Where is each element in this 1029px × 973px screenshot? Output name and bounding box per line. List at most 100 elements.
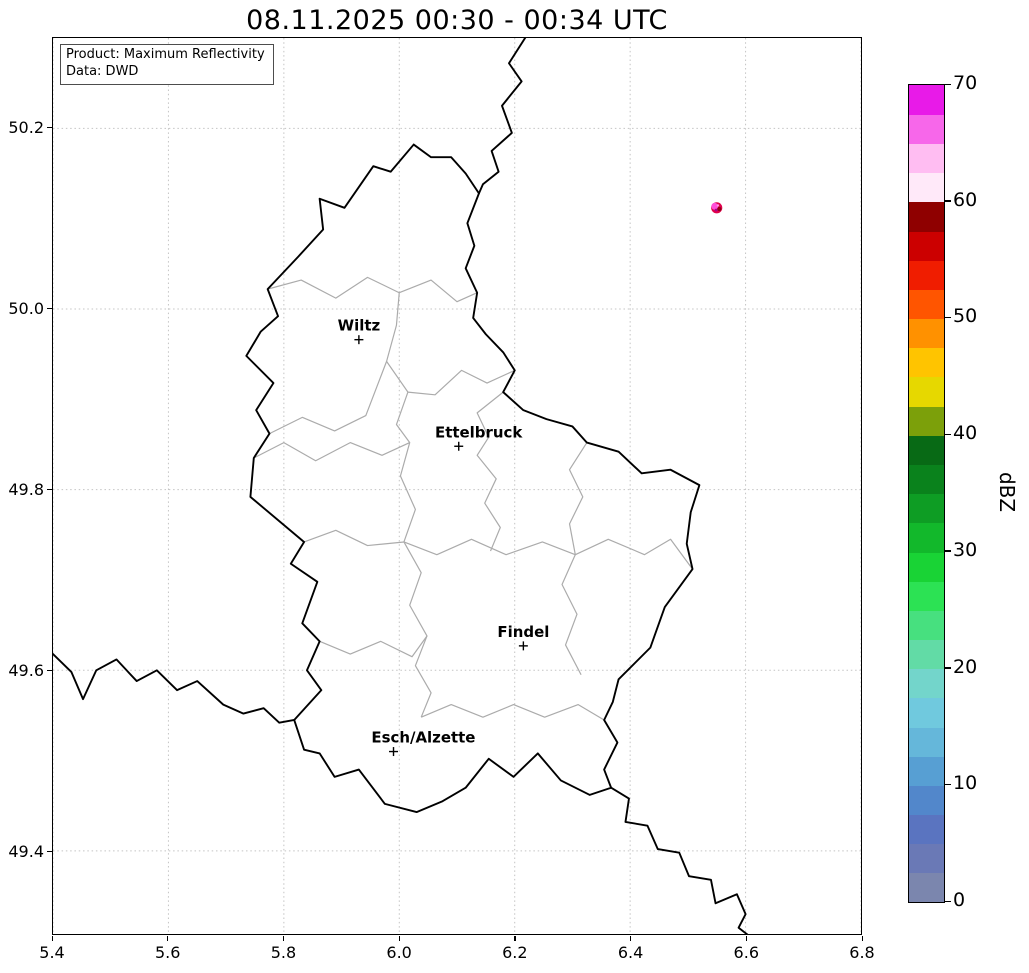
colorbar-tick <box>945 900 951 902</box>
district-border <box>561 554 582 676</box>
district-border <box>253 441 410 462</box>
colorbar-tick-label: 70 <box>953 72 978 94</box>
colorbar-tick-label: 40 <box>953 422 978 445</box>
x-tick-label: 6.8 <box>849 943 875 962</box>
colorbar-band <box>909 610 944 641</box>
colorbar-band <box>909 114 944 145</box>
y-tick <box>47 851 52 853</box>
figure-title: 08.11.2025 00:30 - 00:34 UTC <box>246 5 668 36</box>
colorbar-band <box>909 872 944 902</box>
district-border <box>269 361 388 435</box>
x-tick <box>745 936 747 941</box>
colorbar-band <box>909 814 944 845</box>
legend-source-line: Data: DWD <box>66 63 139 79</box>
district-border <box>403 541 432 718</box>
x-tick-label: 6.6 <box>733 943 760 962</box>
x-tick-label: 5.4 <box>39 943 65 962</box>
y-tick-label: 50.2 <box>8 117 44 137</box>
colorbar-band <box>909 406 944 436</box>
colorbar-band <box>909 668 944 699</box>
colorbar <box>908 84 945 903</box>
x-tick <box>51 936 53 941</box>
colorbar-band <box>909 697 944 728</box>
colorbar-tick <box>945 667 951 669</box>
country-border-luxembourg <box>245 143 701 814</box>
legend-product-line: Product: Maximum Reflectivity <box>66 47 265 62</box>
x-tick-label: 5.6 <box>154 943 181 962</box>
district-border <box>476 391 504 552</box>
y-tick <box>47 127 52 129</box>
colorbar-tick <box>945 550 951 552</box>
x-tick-label: 6.4 <box>617 943 644 962</box>
y-tick <box>47 670 52 672</box>
colorbar-band <box>909 172 944 203</box>
x-tick <box>630 936 632 941</box>
x-tick-label: 6.0 <box>386 943 412 962</box>
district-border <box>267 276 478 303</box>
district-border <box>420 704 605 721</box>
x-tick <box>282 936 285 941</box>
x-tick <box>861 936 863 941</box>
colorbar-band <box>909 726 944 757</box>
x-tick <box>514 936 516 941</box>
colorbar-tick-label: 20 <box>953 655 978 678</box>
city-label: Ettelbruck <box>435 423 523 441</box>
colorbar-band <box>909 230 944 261</box>
city-label: Esch/Alzette <box>371 729 475 747</box>
colorbar-band <box>909 260 944 290</box>
x-tick <box>167 936 169 941</box>
colorbar-band <box>909 522 944 553</box>
colorbar-band <box>909 464 944 495</box>
district-border <box>568 442 588 555</box>
district-border <box>385 292 417 543</box>
y-tick <box>47 308 52 310</box>
radar-echo-cell <box>711 202 719 210</box>
y-tick <box>47 489 52 491</box>
colorbar-unit-label: dBZ <box>995 471 1019 513</box>
city-label: Wiltz <box>338 317 381 335</box>
country-border-france_belgium <box>53 653 296 724</box>
colorbar-band <box>909 581 944 611</box>
district-border <box>303 529 693 570</box>
city-label: Findel <box>497 623 549 641</box>
radar-echo-cell <box>714 208 718 212</box>
colorbar-tick <box>945 200 951 202</box>
colorbar-band <box>909 376 944 407</box>
district-border <box>407 369 516 396</box>
y-tick-label: 50.0 <box>8 298 44 318</box>
district-border <box>319 635 428 658</box>
colorbar-band <box>909 201 944 232</box>
y-tick-label: 49.8 <box>8 479 44 499</box>
x-tick <box>398 936 400 941</box>
colorbar-band <box>909 289 944 320</box>
x-tick-label: 6.2 <box>502 943 528 962</box>
colorbar-tick-label: 0 <box>953 889 966 911</box>
y-tick-label: 49.4 <box>8 841 44 861</box>
colorbar-tick-label: 50 <box>953 305 978 328</box>
colorbar-band <box>909 756 944 786</box>
colorbar-band <box>909 347 944 378</box>
country-border-belgium_germany <box>477 38 527 195</box>
colorbar-tick <box>945 316 951 319</box>
colorbar-tick <box>945 783 951 786</box>
colorbar-band <box>909 785 944 816</box>
country-border-germany_france <box>610 786 749 934</box>
colorbar-tick <box>945 433 951 436</box>
colorbar-band <box>909 639 944 670</box>
colorbar-tick-label: 10 <box>953 772 978 795</box>
legend-box: Product: Maximum Reflectivity Data: DWD <box>60 44 274 85</box>
y-tick-label: 49.6 <box>8 660 44 680</box>
map-canvas: Wiltz Ettelbruck Findel Esch/Alzette <box>53 38 861 934</box>
colorbar-band <box>909 318 944 349</box>
colorbar-band <box>909 143 944 174</box>
radar-echo-cell <box>716 204 720 207</box>
x-tick-label: 5.8 <box>270 943 297 962</box>
colorbar-band <box>909 85 944 115</box>
colorbar-band <box>909 493 944 524</box>
colorbar-band <box>909 843 944 874</box>
radar-echo-cell <box>717 206 722 212</box>
colorbar-tick-label: 30 <box>953 538 978 561</box>
colorbar-tick-label: 60 <box>953 188 978 211</box>
colorbar-tick <box>945 83 951 85</box>
